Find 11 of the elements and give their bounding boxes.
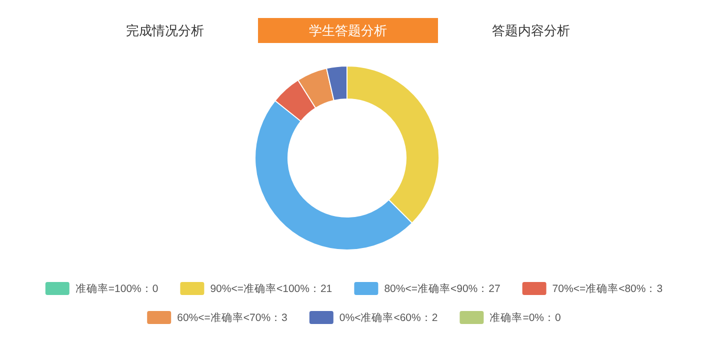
legend-label: 60%<=准确率<70%：3 bbox=[177, 311, 288, 324]
legend-label: 准确率=0%：0 bbox=[490, 311, 562, 324]
legend-label: 90%<=准确率<100%：21 bbox=[210, 282, 332, 295]
legend-label: 80%<=准确率<90%：27 bbox=[384, 282, 500, 295]
legend-label: 0%<准确率<60%：2 bbox=[339, 311, 438, 324]
legend-label: 准确率=100%：0 bbox=[75, 282, 158, 295]
text: 完成情况分析 bbox=[126, 23, 204, 38]
legend-label: 70%<=准确率<80%：3 bbox=[552, 282, 663, 295]
tab-selected: 学生答题分析 bbox=[258, 18, 438, 43]
text: 答题内容分析 bbox=[492, 23, 570, 38]
chart-title: 学生答题分析 bbox=[309, 23, 387, 38]
